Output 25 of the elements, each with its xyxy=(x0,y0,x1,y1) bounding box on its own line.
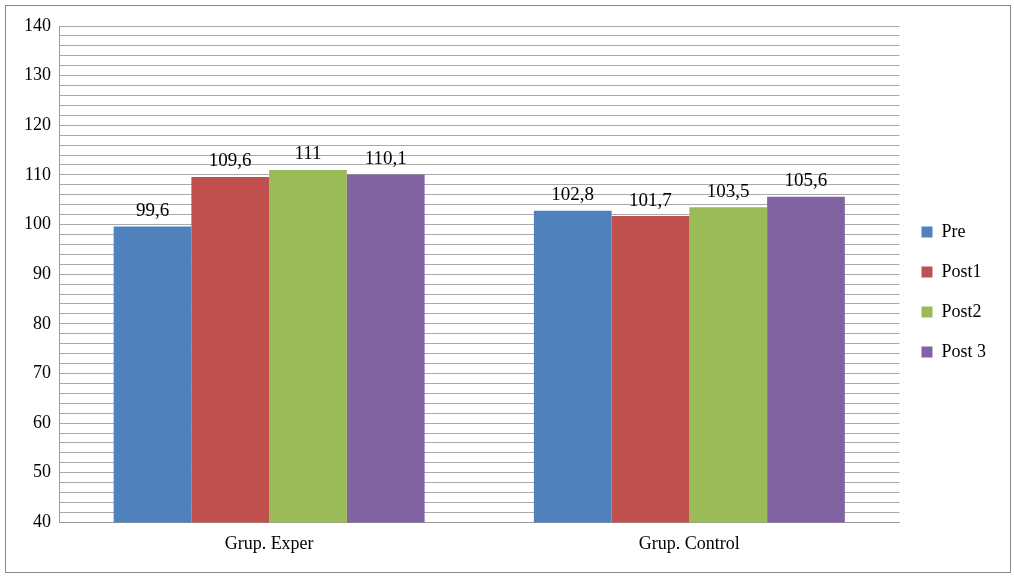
data-label: 101,7 xyxy=(629,188,672,210)
legend-label: Post 3 xyxy=(941,340,987,361)
y-tick-label: 40 xyxy=(33,511,51,532)
data-label: 105,6 xyxy=(784,169,828,191)
y-tick-label: 140 xyxy=(24,14,51,35)
y-tick-label: 70 xyxy=(33,362,51,383)
x-tick-label: Grup. Control xyxy=(638,532,740,553)
legend-label: Pre xyxy=(941,220,966,241)
data-label: 111 xyxy=(294,142,322,164)
y-tick-label: 120 xyxy=(24,114,51,135)
data-label: 102,8 xyxy=(551,183,595,205)
y-tick-label: 100 xyxy=(24,213,51,234)
y-tick-label: 80 xyxy=(33,312,51,333)
data-label: 110,1 xyxy=(364,146,407,168)
data-label: 103,5 xyxy=(706,179,750,201)
y-tick-label: 90 xyxy=(33,262,51,283)
legend-label: Post2 xyxy=(941,300,982,321)
x-tick-label: Grup. Exper xyxy=(224,532,314,553)
y-tick-label: 50 xyxy=(33,461,51,482)
legend-label: Post1 xyxy=(941,260,982,281)
data-label: 109,6 xyxy=(208,149,252,171)
y-tick-label: 110 xyxy=(24,163,51,184)
y-tick-label: 130 xyxy=(24,64,51,85)
data-label: 99,6 xyxy=(135,199,170,221)
y-tick-label: 60 xyxy=(33,411,51,432)
